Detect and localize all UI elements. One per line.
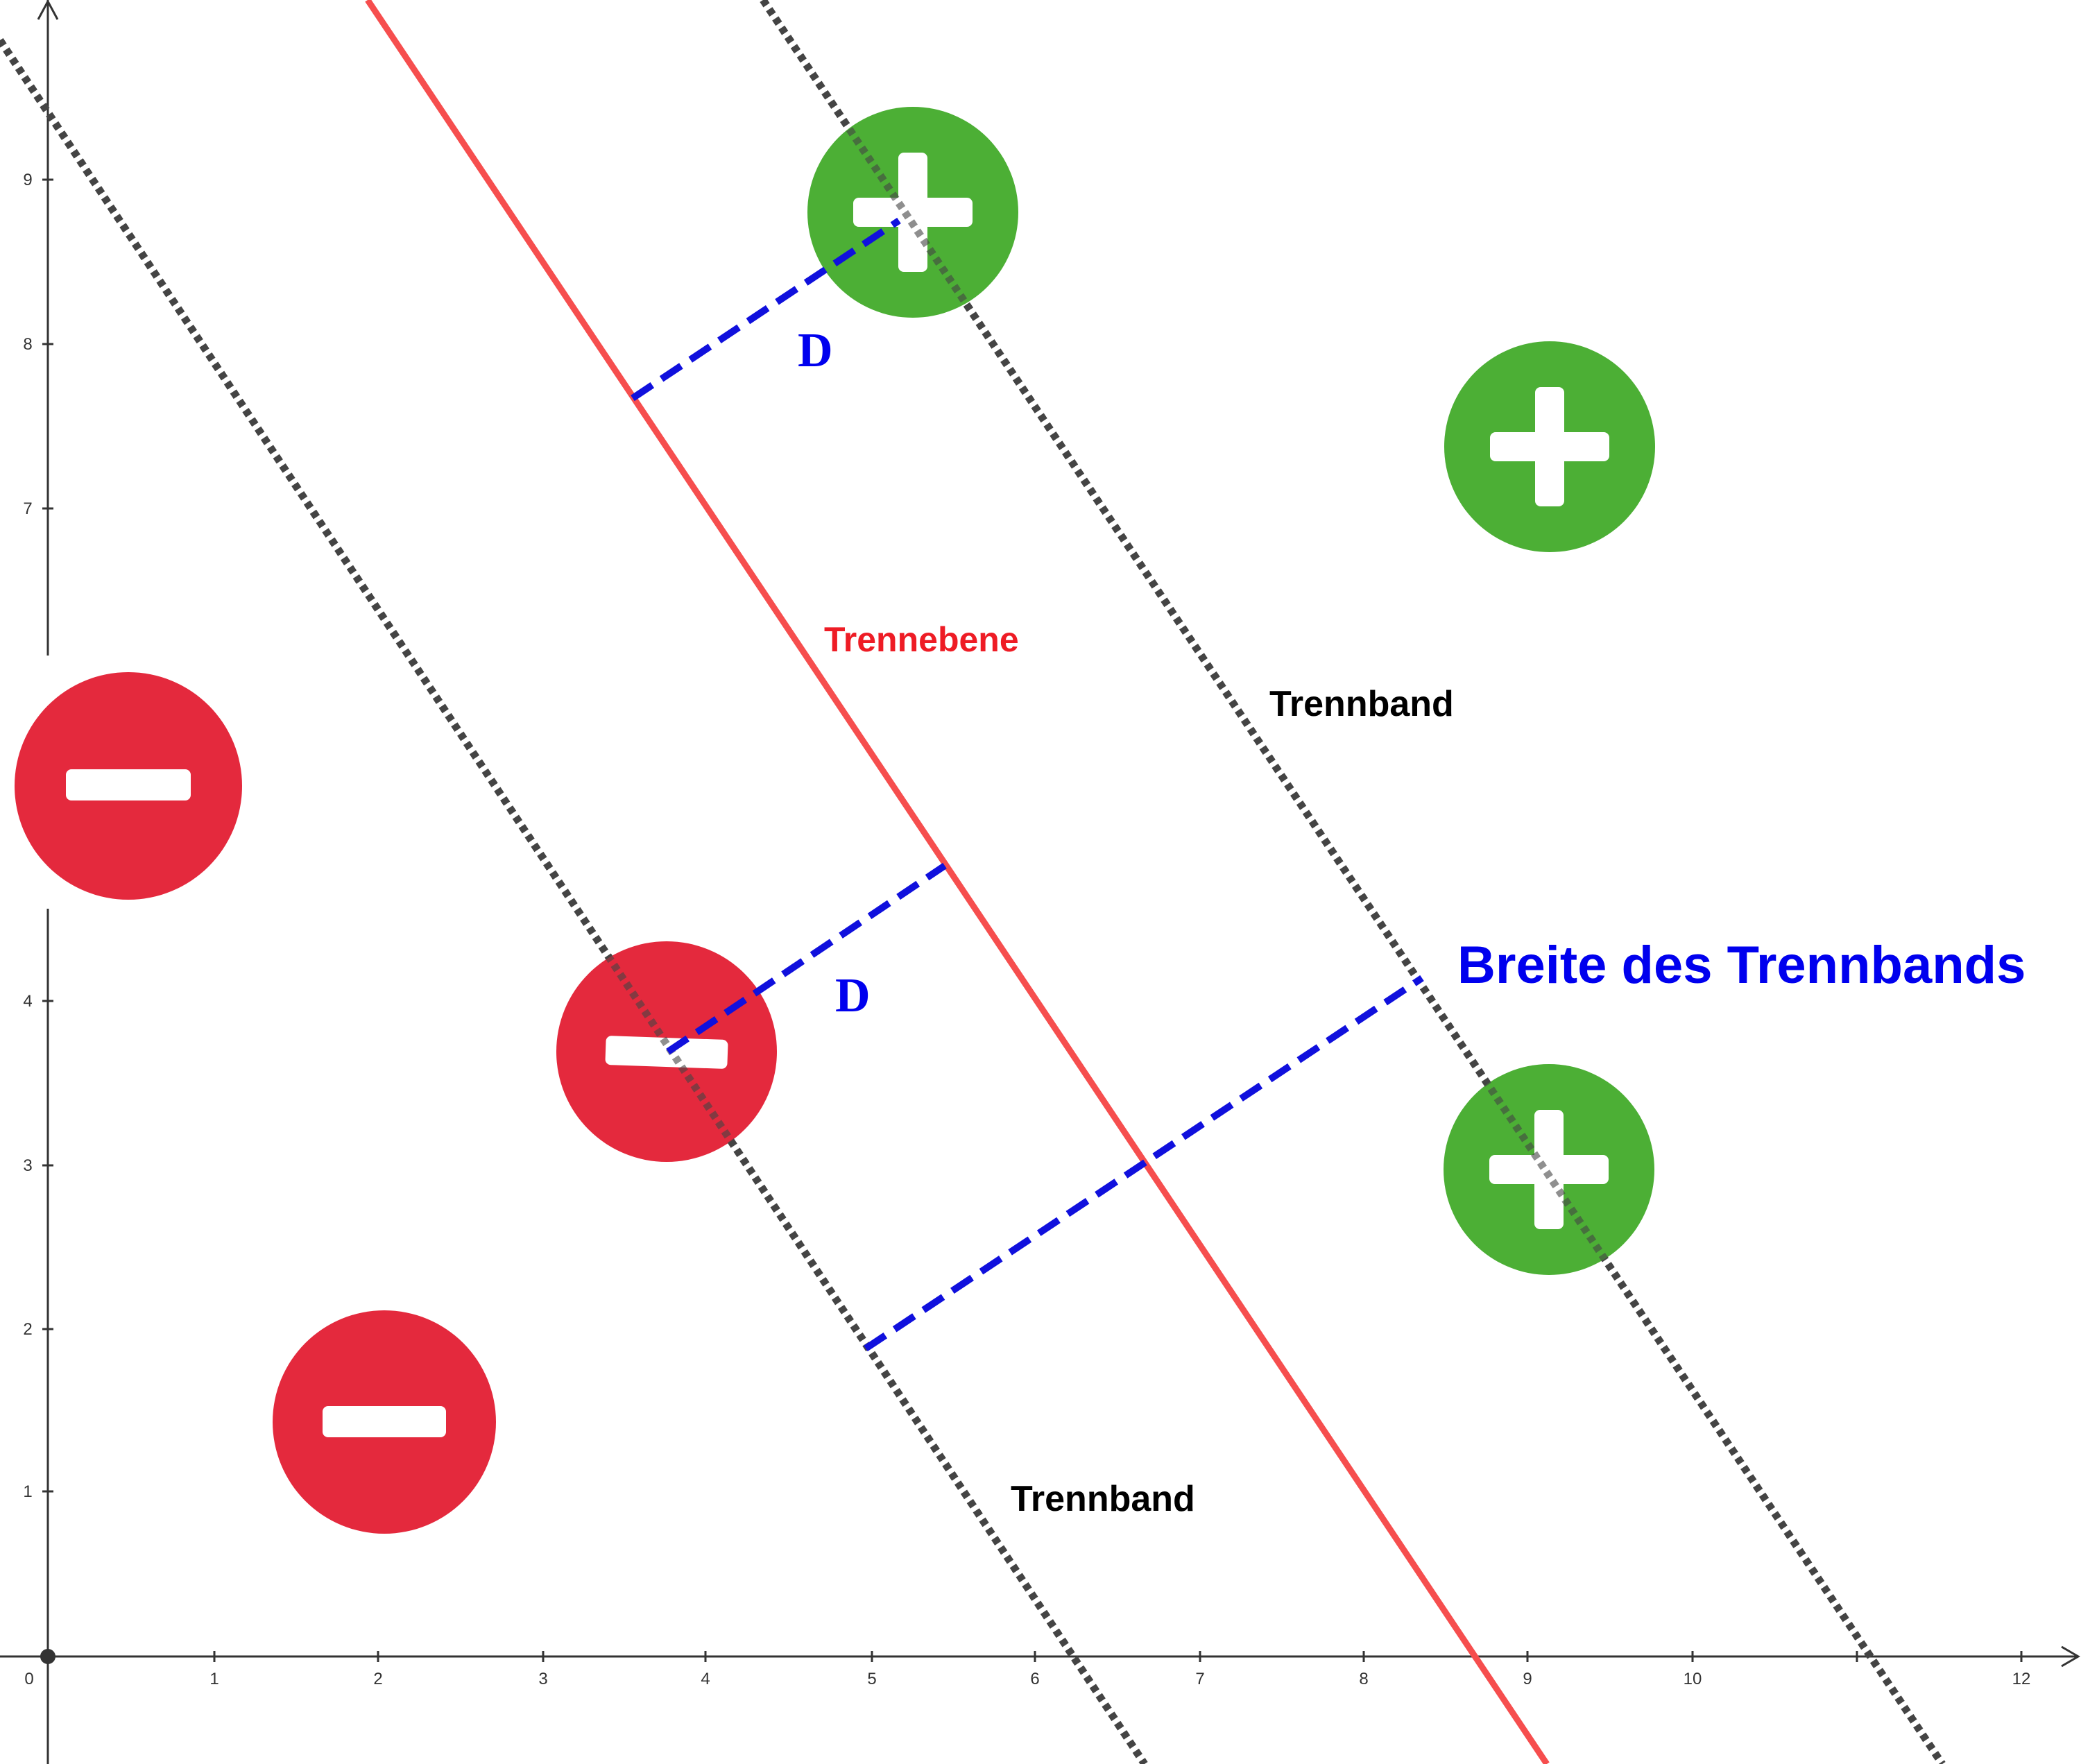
y-tick-labels: 1 2 3 4 7 8 9 <box>23 171 32 1501</box>
x-tick-label: 8 <box>1359 1670 1368 1688</box>
lower-band-label: Trennband <box>1011 1479 1195 1519</box>
y-tick-label: 2 <box>23 1320 32 1339</box>
y-axis-arrow <box>37 0 59 20</box>
negative-point <box>556 941 777 1162</box>
x-tick-label: 10 <box>1684 1670 1702 1688</box>
x-tick-label: 5 <box>867 1670 876 1688</box>
positive-point <box>1444 1064 1654 1275</box>
distance-line-upper <box>631 217 901 402</box>
x-tick-label: 9 <box>1523 1670 1532 1688</box>
negative-point <box>15 672 242 900</box>
distance-lines <box>631 217 1424 1352</box>
hyperplane-label: Trennebene <box>824 620 1019 659</box>
margin-width-line <box>864 975 1424 1352</box>
positive-point <box>807 107 1018 318</box>
x-tick-label: 0 <box>24 1670 33 1688</box>
margin-width-label: Breite des Trennbands <box>1457 936 2026 995</box>
x-tick-labels: 0 1 2 3 4 5 6 7 8 9 10 12 <box>24 1670 2030 1688</box>
margin-lines-overlay <box>0 0 1946 1764</box>
y-tick-label: 1 <box>23 1482 32 1501</box>
x-tick-label: 6 <box>1030 1670 1039 1688</box>
y-tick-label: 7 <box>23 499 32 518</box>
x-axis-arrow <box>2061 1645 2080 1668</box>
distance-line-lower <box>666 862 947 1055</box>
x-tick-label: 3 <box>538 1670 547 1688</box>
y-tick-label: 8 <box>23 335 32 354</box>
distance-label-upper: D <box>798 324 833 377</box>
y-tick-label: 9 <box>23 171 32 189</box>
x-tick-label: 4 <box>701 1670 710 1688</box>
y-tick-label: 4 <box>23 992 32 1011</box>
distance-label-lower: D <box>835 969 871 1022</box>
x-tick-label: 1 <box>209 1670 219 1688</box>
x-tick-label: 7 <box>1195 1670 1204 1688</box>
origin-point <box>40 1649 55 1664</box>
upper-band-label: Trennband <box>1269 684 1454 724</box>
y-tick-label: 3 <box>23 1156 32 1175</box>
x-tick-label: 2 <box>373 1670 382 1688</box>
positive-point <box>1444 341 1655 552</box>
tick-marks <box>42 178 2023 1662</box>
negative-point <box>273 1310 496 1534</box>
x-tick-label: 12 <box>2012 1670 2031 1688</box>
hyperplane-line <box>365 0 1550 1764</box>
